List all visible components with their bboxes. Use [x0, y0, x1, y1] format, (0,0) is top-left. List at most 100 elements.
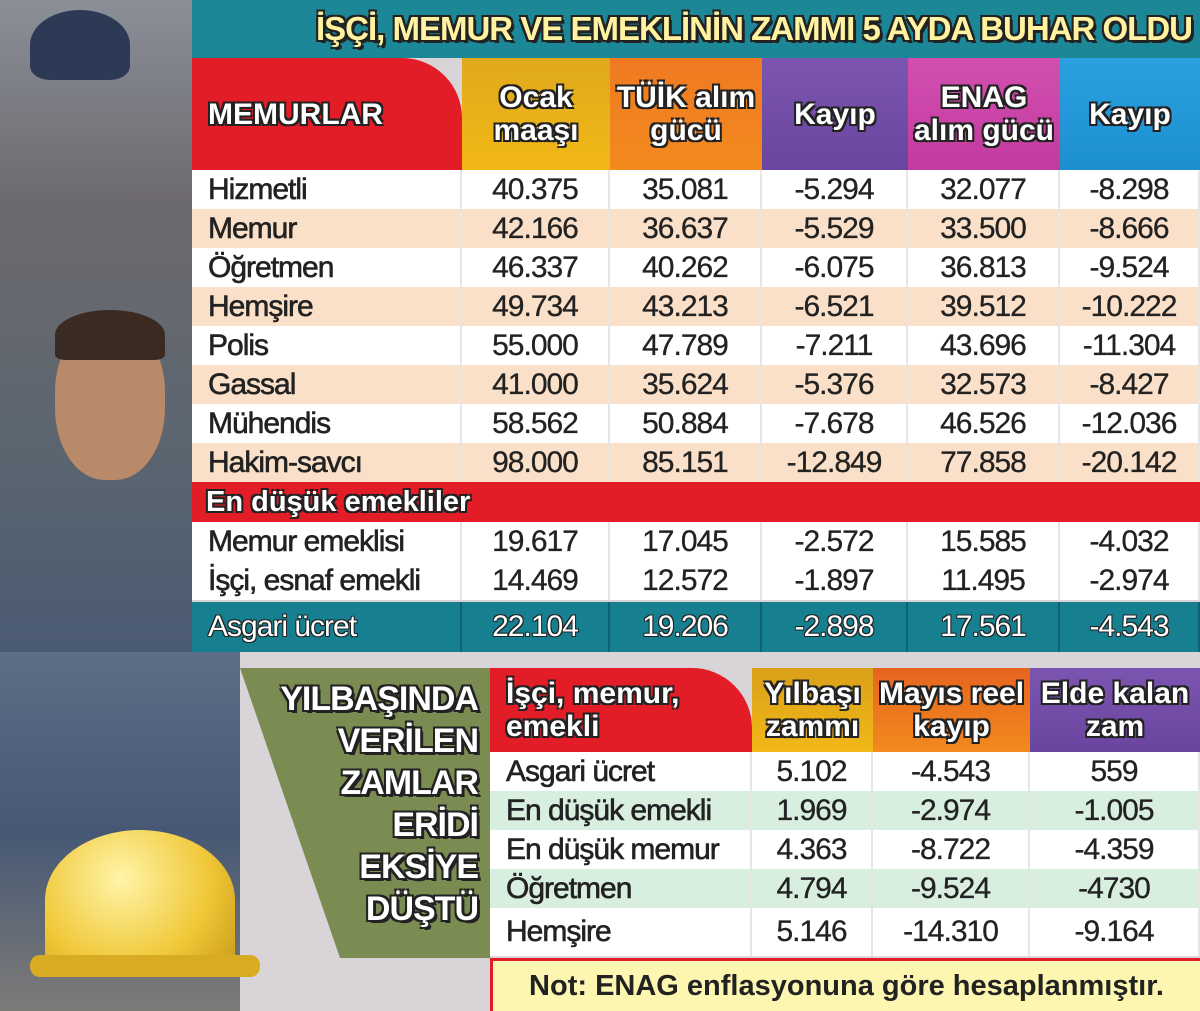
raise-table: İşçi, memur, emekli Yılbaşı zammı Mayıs re…: [490, 668, 1200, 956]
table-cell: 11.495: [908, 561, 1060, 600]
table-cell: 77.858: [908, 443, 1060, 482]
table-cell: 41.000: [462, 365, 610, 404]
table-cell: 15.585: [908, 522, 1060, 561]
table-cell: 46.337: [462, 248, 610, 287]
table-cell: -9.164: [1030, 908, 1200, 956]
table-cell: 5.146: [752, 908, 873, 956]
table-cell: 14.469: [462, 561, 610, 600]
row-label: En düşük emekli: [490, 791, 752, 830]
table-cell: 33.500: [908, 209, 1060, 248]
table-cell: 32.573: [908, 365, 1060, 404]
table-cell: -5.529: [762, 209, 908, 248]
column-header: Kayıp: [1060, 58, 1200, 170]
table-cell: 85.151: [610, 443, 762, 482]
table-cell: -10.222: [1060, 287, 1200, 326]
table-cell: -4.543: [1060, 602, 1200, 652]
table-cell: 35.624: [610, 365, 762, 404]
hard-hat-brim: [30, 955, 260, 977]
table-cell: -5.294: [762, 170, 908, 209]
table-cell: -12.849: [762, 443, 908, 482]
table-cell: 58.562: [462, 404, 610, 443]
table-cell: 1.969: [752, 791, 873, 830]
row-label: Hemşire: [192, 287, 462, 326]
side-headline-line: ZAMLAR: [340, 764, 479, 802]
column-header: Kayıp: [762, 58, 908, 170]
table-cell: 46.526: [908, 404, 1060, 443]
headline-text: İŞÇİ, MEMUR VE EMEKLİNİN ZAMMI 5 AYDA BU…: [315, 10, 1193, 47]
row-label: Gassal: [192, 365, 462, 404]
table-cell: -20.142: [1060, 443, 1200, 482]
side-headline-panel: YILBAŞINDA VERİLEN ZAMLAR ERİDİ EKSİYE DÜŞTÜ: [240, 668, 490, 958]
row-label: Asgari ücret: [490, 752, 752, 791]
table-cell: -5.376: [762, 365, 908, 404]
table-cell: 42.166: [462, 209, 610, 248]
table-cell: 36.813: [908, 248, 1060, 287]
table-cell: 4.794: [752, 869, 873, 908]
table-cell: -6.521: [762, 287, 908, 326]
column-header: ENAG alım gücü: [908, 58, 1060, 170]
side-headline-line: EKSİYE: [359, 848, 479, 886]
table-cell: -12.036: [1060, 404, 1200, 443]
table-cell: 47.789: [610, 326, 762, 365]
section-header: En düşük emekliler: [192, 482, 1200, 522]
footnote: Not: ENAG enflasyonuna göre hesaplanmışt…: [490, 958, 1200, 1011]
table-cell: -8.298: [1060, 170, 1200, 209]
table-cell: -1.897: [762, 561, 908, 600]
table-cell: 17.561: [908, 602, 1060, 652]
table-cell: -14.310: [873, 908, 1030, 956]
table-cell: -4.359: [1030, 830, 1200, 869]
side-headline-line: DÜŞTÜ: [365, 890, 479, 928]
table-cell: 32.077: [908, 170, 1060, 209]
row-label: Polis: [192, 326, 462, 365]
table-cell: -9.524: [873, 869, 1030, 908]
table-cell: 36.637: [610, 209, 762, 248]
table-cell: -11.304: [1060, 326, 1200, 365]
elderly-man-cap: [30, 10, 130, 80]
table-cell: 43.213: [610, 287, 762, 326]
row-label: Hizmetli: [192, 170, 462, 209]
table-cell: 40.262: [610, 248, 762, 287]
table-cell: 50.884: [610, 404, 762, 443]
column-header: Ocak maaşı: [462, 58, 610, 170]
row-label: Hemşire: [490, 908, 752, 956]
table-cell: -2.898: [762, 602, 908, 652]
table-cell: -2.572: [762, 522, 908, 561]
table-cell: -4730: [1030, 869, 1200, 908]
column-header: Elde kalan zam: [1030, 668, 1200, 752]
table-cell: 19.617: [462, 522, 610, 561]
row-label: Memur: [192, 209, 462, 248]
table-cell: 49.734: [462, 287, 610, 326]
row-label: Memur emeklisi: [192, 522, 462, 561]
row-label: Mühendis: [192, 404, 462, 443]
table-cell: -9.524: [1060, 248, 1200, 287]
column-header: TÜİK alım gücü: [610, 58, 762, 170]
table-cell: 43.696: [908, 326, 1060, 365]
worker-hair: [55, 310, 165, 360]
salary-table: MEMURLAR Ocak maaşı TÜİK alım gücü Kayıp ENA…: [192, 58, 1200, 652]
row-label: İşçi, esnaf emekli: [192, 561, 462, 600]
column-header: İşçi, memur, emekli: [490, 668, 752, 752]
column-header: Yılbaşı zammı: [752, 668, 873, 752]
column-header: MEMURLAR: [192, 58, 462, 170]
column-header: Mayıs reel kayıp: [873, 668, 1030, 752]
table-cell: -8.722: [873, 830, 1030, 869]
table-cell: 4.363: [752, 830, 873, 869]
table-cell: -7.211: [762, 326, 908, 365]
side-headline-line: YILBAŞINDA: [280, 680, 479, 718]
row-label: Öğretmen: [192, 248, 462, 287]
table-cell: -1.005: [1030, 791, 1200, 830]
table-cell: -8.666: [1060, 209, 1200, 248]
side-headline-line: VERİLEN: [337, 722, 479, 760]
table-cell: -2.974: [1060, 561, 1200, 600]
table-cell: -6.075: [762, 248, 908, 287]
hard-hat-icon: [45, 830, 235, 970]
row-label: En düşük memur: [490, 830, 752, 869]
headline: İŞÇİ, MEMUR VE EMEKLİNİN ZAMMI 5 AYDA BU…: [192, 0, 1200, 58]
table-cell: 559: [1030, 752, 1200, 791]
table-cell: 22.104: [462, 602, 610, 652]
row-label: Asgari ücret: [192, 602, 462, 652]
table-cell: 35.081: [610, 170, 762, 209]
table-cell: -4.032: [1060, 522, 1200, 561]
table-cell: -2.974: [873, 791, 1030, 830]
table-cell: 12.572: [610, 561, 762, 600]
